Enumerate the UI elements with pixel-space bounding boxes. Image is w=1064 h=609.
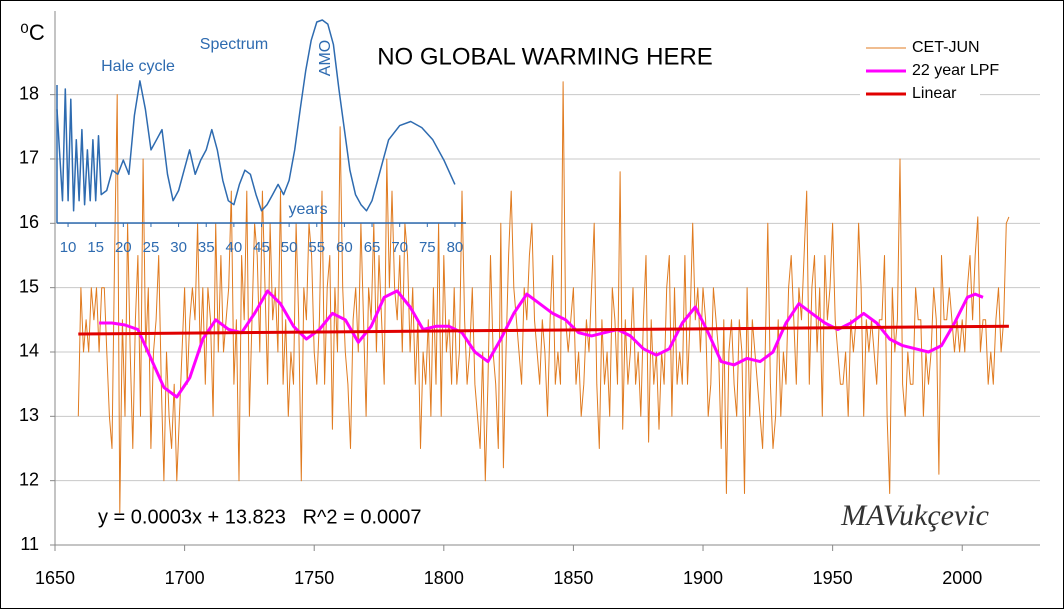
inset-x-tick-label: 65 [364, 239, 381, 256]
series-line [77, 81, 1010, 514]
signature: MAVukçevic [840, 499, 989, 532]
y-tick-label: 11 [20, 534, 39, 554]
legend-label: Linear [912, 85, 957, 102]
y-tick-label: 14 [19, 341, 39, 361]
y-tick-label: 12 [19, 469, 39, 489]
inset-x-tick-label: 40 [226, 239, 243, 256]
inset-x-tick-label: 30 [170, 239, 187, 256]
inset-x-tick-label: 15 [87, 239, 104, 256]
x-tick-label: 1800 [424, 568, 464, 588]
y-tick-label: 17 [19, 148, 39, 168]
legend-label: 22 year LPF [912, 62, 999, 79]
x-tick-label: 1750 [294, 568, 334, 588]
x-tick-label: 1650 [35, 568, 75, 588]
inset-x-tick-label: 55 [308, 239, 325, 256]
inset-x-tick-label: 20 [115, 239, 132, 256]
y-tick-label: 13 [19, 405, 39, 425]
series-line [78, 324, 1009, 336]
y-tick-label: 15 [19, 276, 39, 296]
series-line [56, 19, 456, 212]
x-tick-label: 1900 [683, 568, 723, 588]
inset-annotation: AMO [317, 40, 334, 76]
inset-x-tick-label: 10 [60, 239, 77, 256]
legend-label: CET-JUN [912, 39, 980, 56]
inset-x-tick-label: 75 [419, 239, 436, 256]
inset-annotation: years [288, 201, 327, 218]
inset-title: Spectrum [200, 36, 268, 53]
y-tick-label: 16 [19, 212, 39, 232]
legend: CET-JUN 22 year LPF Linear [860, 34, 999, 106]
inset-x-tick-label: 50 [281, 239, 298, 256]
x-tick-label: 1850 [553, 568, 593, 588]
x-tick-label: 1950 [813, 568, 853, 588]
inset-x-tick-label: 60 [336, 239, 353, 256]
inset-x-tick-label: 70 [391, 239, 408, 256]
equation: y = 0.0003x + 13.823 R^2 = 0.0007 [98, 506, 422, 528]
inset-annotation: Hale cycle [101, 58, 175, 75]
x-tick-label: 1700 [165, 568, 205, 588]
inset-x-tick-label: 80 [447, 239, 464, 256]
inset-x-tick-label: 35 [198, 239, 215, 256]
chart-title: NO GLOBAL WARMING HERE [377, 43, 713, 70]
y-tick-label: 18 [19, 83, 39, 103]
inset [56, 19, 466, 227]
inset-x-tick-label: 25 [143, 239, 160, 256]
y-unit: ⁰C [20, 20, 45, 45]
plot [77, 81, 1010, 514]
x-tick-label: 2000 [942, 568, 982, 588]
inset-x-tick-label: 45 [253, 239, 270, 256]
